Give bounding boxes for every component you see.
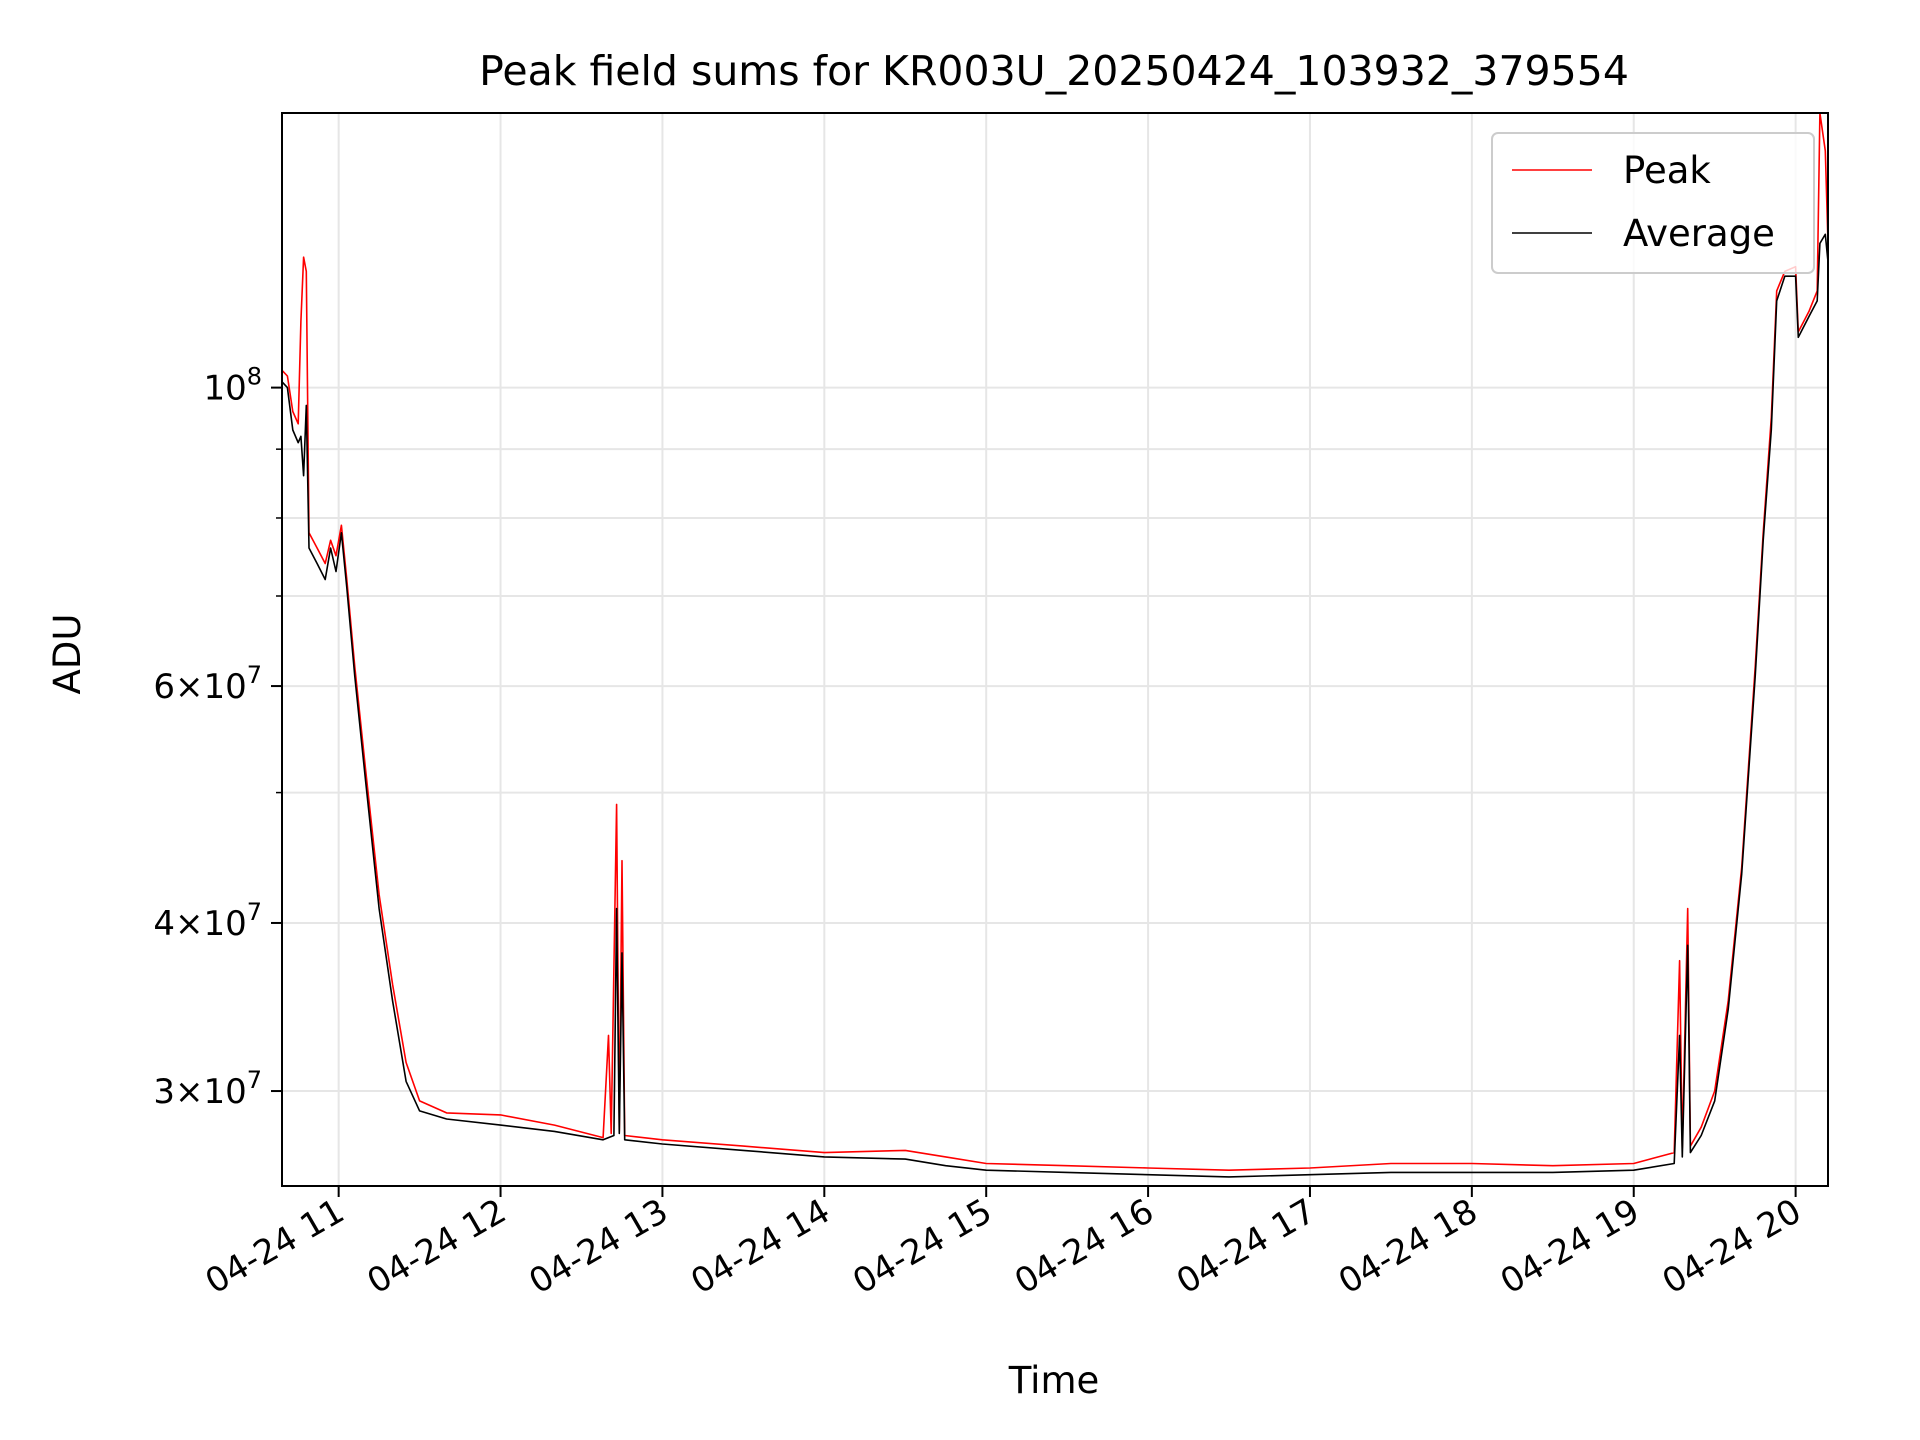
y-tick-label: 3×107 [153,1066,262,1112]
legend: Peak Average [1491,132,1815,274]
y-axis-label: ADU [46,614,89,695]
x-axis-label: Time [1008,1359,1100,1402]
legend-label-average: Average [1623,212,1775,255]
legend-frame [1491,132,1815,274]
axes-layer [281,112,1829,1187]
y-tick-label: 108 [203,363,262,409]
series-line-average [282,233,1828,1178]
chart-title: Peak field sums for KR003U_20250424_1039… [479,47,1629,95]
plot-frame [281,112,1829,1187]
y-tick-label: 6×107 [153,661,262,707]
grid-layer [282,113,1828,1186]
y-tick-label: 4×107 [153,898,262,944]
series-layer [282,113,1828,1178]
legend-label-peak: Peak [1623,149,1711,192]
